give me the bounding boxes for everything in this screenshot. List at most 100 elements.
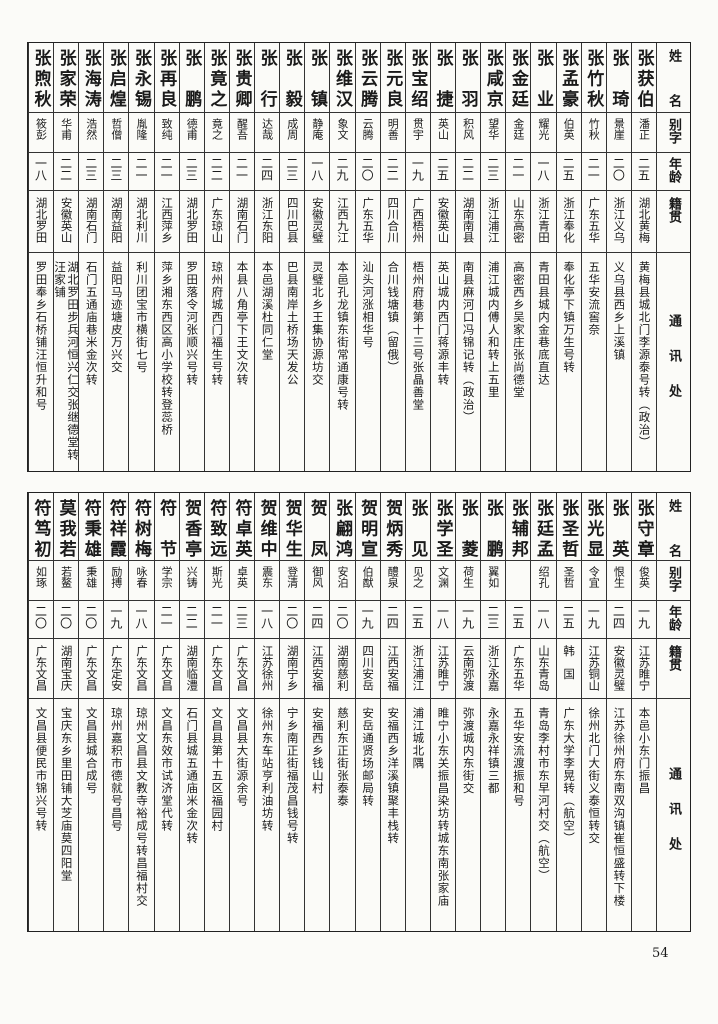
entry-origin: 江西萍乡	[160, 197, 175, 243]
entry-origin: 江苏徐州	[260, 645, 275, 691]
entry-address-cell: 本邑湖溪杜同仁堂	[255, 253, 279, 471]
entry-name: 张鹏	[482, 499, 503, 557]
person-entry: 张煦秋 筱彭 一八 湖北罗田 罗田奉乡石桥铺汪恒升和号	[27, 43, 53, 471]
entry-age: 二三	[485, 605, 500, 629]
entry-name: 张云腾	[357, 49, 378, 107]
header-origin-cell: 籍贯	[657, 191, 690, 253]
entry-address: 灵璧北乡王集协源坊交	[310, 261, 325, 386]
entry-name-cell: 张辅邦	[506, 493, 531, 561]
person-entry: 张学圣 文渊 一八 江苏睢宁 睢宁小东关振昌染坊转城东南张家庙	[429, 493, 455, 931]
entry-address: 宁乡南正街福茂昌钱号转	[285, 707, 300, 845]
entry-address-cell: 青岛李村市东早河村交（航空）	[531, 699, 555, 931]
entry-name-cell: 符祥霞	[104, 493, 129, 561]
person-entry: 张获伯 潘正 二五 湖北黄梅 黄梅县城北门李源泰号转（政治）	[630, 43, 656, 471]
entry-address-cell: 琼州嘉积市德就号昌号	[104, 699, 128, 931]
entry-alias: 翼如	[486, 566, 500, 588]
entry-alias-cell: 积风	[456, 113, 481, 153]
entry-age-cell: 二三	[104, 153, 129, 191]
entry-address-cell: 江苏徐州府东南双沟镇崔恒盛转下楼	[607, 699, 631, 931]
entry-origin-cell: 广东定安	[104, 639, 129, 699]
entry-address: 义乌县西乡上溪镇	[612, 261, 627, 361]
entry-origin: 广东五华	[511, 645, 526, 691]
entry-alias: 圣哲	[562, 566, 576, 588]
entry-origin: 浙江浦江	[486, 197, 501, 243]
entry-name-cell: 张贵卿	[229, 43, 254, 113]
entry-age-cell: 一八	[531, 153, 556, 191]
person-entry: 张咸京 望华 二三 浙江浦江 浦江城内傅人和转上五里	[480, 43, 506, 471]
person-entry: 张竹秋 竹秋 二一 广东五华 五华安流窖奈	[580, 43, 606, 471]
entry-origin-cell: 云南弥渡	[456, 639, 481, 699]
entry-address: 青岛李村市东早河村交（航空）	[536, 707, 551, 882]
entry-address-cell: 罗田落令河张顺兴号转	[180, 253, 204, 471]
entry-alias-cell: 醴泉	[380, 561, 405, 601]
entry-age: 二四	[259, 157, 274, 181]
entry-name: 张翩鸿	[331, 499, 352, 557]
entry-address: 睢宁小东关振昌染坊转城东南张家庙	[436, 707, 451, 907]
header-address-cell: 通讯处	[657, 253, 690, 471]
entry-alias: 静庵	[310, 118, 324, 140]
entry-origin: 浙江东阳	[260, 197, 275, 243]
person-entry: 符树梅 咏春 一八 广东文昌 琼州文昌县文教寺裕成号转昌福村交	[128, 493, 154, 931]
entry-name-cell: 张琦	[606, 43, 631, 113]
entry-name-cell: 符笃初	[28, 493, 53, 561]
entry-alias-cell: 云腾	[355, 113, 380, 153]
entry-origin: 江苏铜山	[587, 645, 602, 691]
entry-alias-cell: 如琢	[28, 561, 53, 601]
entry-name: 张光显	[583, 499, 604, 557]
person-entry: 张守章 俊英 一九 江苏睢宁 本邑小东门振昌	[630, 493, 656, 931]
entry-alias-cell: 俊英	[631, 561, 656, 601]
entry-name-cell: 张启煌	[104, 43, 129, 113]
entry-address: 梧州府巷第十三号张晶善堂	[411, 261, 426, 411]
header-address: 通讯处	[666, 766, 681, 872]
entry-age-cell: 二三	[229, 601, 254, 639]
entry-address-cell: 石门县城五通庙米金次转	[180, 699, 204, 931]
entry-name: 贺华生	[281, 499, 302, 557]
entry-name-cell: 贺凤	[305, 493, 330, 561]
entry-age-cell: 二三	[481, 601, 506, 639]
entry-name: 张金廷	[507, 49, 528, 107]
entry-alias: 明善	[386, 118, 400, 140]
entry-name: 张菱	[457, 499, 478, 557]
entry-alias: 恨生	[612, 566, 626, 588]
header-origin-cell: 籍贯	[657, 639, 690, 699]
entry-name-cell: 张永锡	[129, 43, 154, 113]
entry-age-cell: 二一	[154, 601, 179, 639]
entry-origin: 江苏睢宁	[637, 645, 652, 691]
entry-name: 张煦秋	[30, 49, 51, 107]
entry-origin: 湖南宁乡	[285, 645, 300, 691]
entry-address: 广东大学李晃转（航空）	[562, 707, 577, 845]
header-name: 姓名	[666, 499, 681, 557]
entry-age: 二二	[58, 157, 73, 181]
entry-alias-cell: 望华	[481, 113, 506, 153]
entry-name: 张竹秋	[583, 49, 604, 107]
entry-name: 张捷	[432, 49, 453, 107]
entry-origin-cell: 湖南临澧	[179, 639, 204, 699]
person-entry: 张云腾 云腾 二〇 广东五华 汕头河涨相华号	[354, 43, 380, 471]
entry-address: 黄梅县城北门李源泰号转（政治）	[637, 261, 652, 449]
entry-age-cell: 一九	[456, 601, 481, 639]
entry-alias: 达哉	[260, 118, 274, 140]
entry-address: 江苏徐州府东南双沟镇崔恒盛转下楼	[612, 707, 627, 907]
entry-age-cell: 二〇	[54, 601, 79, 639]
entry-address-cell: 安福西乡洋溪镇聚丰栈转	[381, 699, 405, 931]
entry-alias-cell: 绍孔	[531, 561, 556, 601]
entry-address-cell: 义乌县西乡上溪镇	[607, 253, 631, 471]
entry-origin-cell: 湖南宁乡	[280, 639, 305, 699]
entry-alias-cell: 醒吾	[229, 113, 254, 153]
entry-name-cell: 张获伯	[631, 43, 656, 113]
header-origin: 籍贯	[666, 645, 681, 671]
entry-age-cell: 一九	[355, 601, 380, 639]
entry-alias-cell: 耀光	[531, 113, 556, 153]
entry-alias: 哲僧	[109, 118, 123, 140]
entry-alias: 胤隆	[134, 118, 148, 140]
entry-address: 安福西乡洋溪镇聚丰栈转	[386, 707, 401, 845]
entry-name-cell: 张家荣	[54, 43, 79, 113]
roster-table-top: 姓名 别字 年龄 籍贯 通讯处 张获伯 潘正 二五 湖北黄梅 黄梅县城北门李源泰号转（政治） 张琦景…	[27, 42, 691, 472]
entry-name-cell: 张英	[606, 493, 631, 561]
entry-address-cell: 宝庆东乡里田铺大芝庙莫四阳堂	[54, 699, 78, 931]
entry-name: 张竟之	[206, 49, 227, 107]
entry-age-cell: 二〇	[606, 153, 631, 191]
entry-alias-cell: 秉雄	[79, 561, 104, 601]
entry-origin-cell: 广西梧州	[405, 191, 430, 253]
entry-address-cell: 黄梅县城北门李源泰号转（政治）	[632, 253, 656, 471]
